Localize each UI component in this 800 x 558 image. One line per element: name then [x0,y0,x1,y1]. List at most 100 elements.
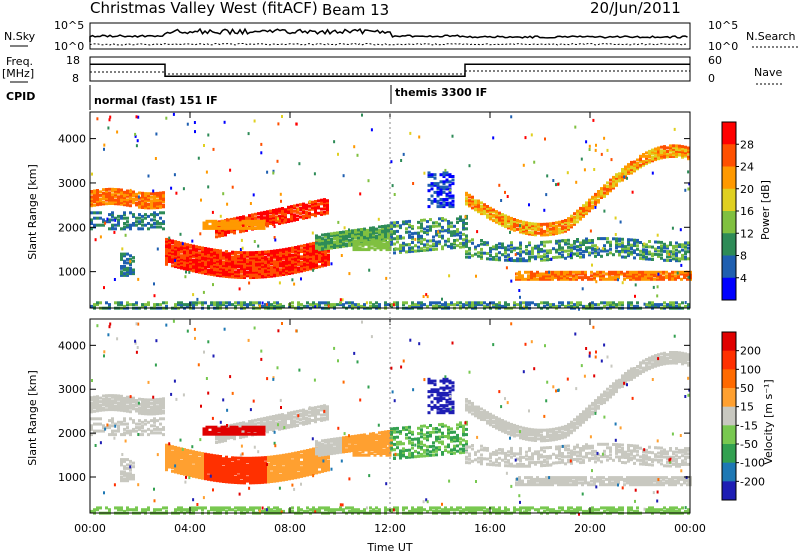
power-cell [337,153,339,156]
power-cell [465,245,468,248]
power-cell [288,247,291,250]
velocity-cell [129,417,132,420]
power-cell [603,301,606,304]
power-cell [230,220,233,223]
power-cell [132,191,135,194]
power-cell [147,222,150,225]
power-cell [480,301,483,304]
power-cell [147,227,150,230]
power-cell [400,159,402,162]
velocity-cell [210,454,213,457]
power-cell [471,254,474,257]
power-cell [360,228,363,231]
velocity-cell [282,466,285,469]
power-cell [459,215,462,218]
power-cell [108,213,111,216]
power-cell [516,219,519,222]
power-cell [447,238,450,241]
power-cell [603,184,606,187]
power-cell [593,168,595,171]
power-cell [269,210,272,213]
power-cell [155,133,157,136]
power-cell [324,233,327,236]
power-cell [605,273,608,276]
power-cell [443,191,446,194]
power-cell [543,244,546,247]
power-cell [402,236,405,239]
power-cell [492,136,494,139]
velocity-cell [120,470,123,473]
power-cell [156,303,159,306]
power-cell [687,170,689,173]
power-cell [555,225,558,228]
velocity-cell [204,453,207,456]
power-cell [438,217,441,220]
power-cell [636,248,639,251]
power-cell [216,249,219,252]
power-cell [564,257,567,260]
power-cell [343,174,345,177]
power-cell [177,241,180,244]
power-cell [342,303,345,306]
power-cell [495,253,498,256]
power-cell [371,128,373,131]
power-cell [507,195,509,198]
power-cell [685,301,687,304]
power-cell [327,254,330,257]
power-cell [279,249,282,252]
power-cell [123,272,126,275]
power-cell [464,215,466,218]
power-cell [476,230,478,233]
power-cell [624,256,627,259]
power-cell [546,249,549,252]
power-cell [111,224,114,227]
power-cell [608,271,611,274]
velocity-cell [132,419,135,422]
velocity-cell [120,476,123,479]
power-cell [409,132,411,135]
power-cell [627,238,630,241]
power-cell [281,207,284,210]
power-cell [195,245,198,248]
power-cell [240,251,243,254]
power-cell [369,305,372,308]
power-cell [123,191,126,194]
power-cell [273,250,276,253]
velocity-cell [111,417,114,420]
nsky-label: N.Sky [4,30,36,43]
power-cell [381,225,384,228]
power-cell [320,199,323,202]
power-cell [432,301,435,304]
power-cell [531,231,534,234]
power-cell [423,228,426,231]
power-cell [299,203,302,206]
power-cell [570,301,573,304]
power-cell [681,301,684,304]
power-cell [385,277,387,280]
power-cell [312,232,314,235]
power-cell [657,234,659,237]
velocity-cell [111,424,114,427]
power-cell [200,199,202,202]
power-cell [326,199,329,202]
power-cell [429,239,432,242]
power-cell [411,225,414,228]
power-cell [443,203,446,206]
power-cell [435,241,438,244]
power-cell [201,247,204,250]
power-cell [105,301,108,304]
power-cell [540,241,543,244]
velocity-cell [162,417,165,420]
power-cell [558,301,561,304]
nsearch-tick-bottom: 10^0 [708,40,738,53]
power-cell [446,179,449,182]
velocity-cell [141,430,144,433]
power-cell [162,301,165,304]
power-cell [426,243,429,246]
power-cell [423,231,426,234]
velocity-cell [132,428,135,431]
power-cell [159,211,162,214]
power-cell [567,253,570,256]
power-cell [507,248,510,251]
